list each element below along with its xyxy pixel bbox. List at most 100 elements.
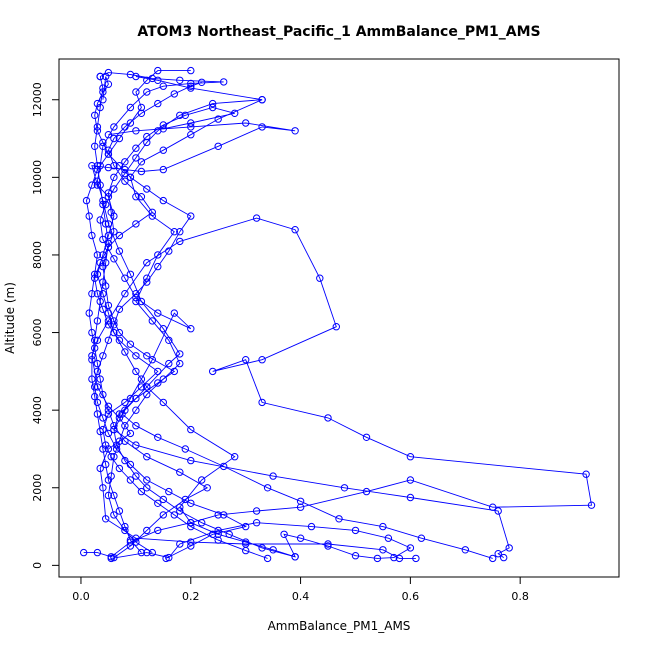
data-point bbox=[93, 123, 102, 131]
data-point bbox=[96, 297, 104, 306]
data-point bbox=[115, 410, 124, 418]
data-point bbox=[132, 352, 140, 360]
data-point bbox=[115, 437, 124, 445]
data-point bbox=[373, 554, 382, 563]
data-point bbox=[93, 336, 102, 344]
data-point bbox=[126, 103, 135, 112]
data-point bbox=[582, 470, 590, 478]
data-point bbox=[291, 226, 299, 234]
x-tick-label: 0.6 bbox=[402, 590, 420, 603]
data-point bbox=[143, 526, 151, 535]
data-point bbox=[102, 72, 110, 81]
data-point bbox=[176, 237, 184, 246]
data-point bbox=[137, 109, 146, 118]
data-point bbox=[214, 526, 222, 535]
data-point bbox=[154, 526, 162, 535]
data-point bbox=[181, 495, 190, 504]
data-point bbox=[118, 410, 126, 418]
series-7 bbox=[91, 78, 272, 563]
data-point bbox=[132, 127, 140, 135]
data-point bbox=[99, 290, 107, 298]
data-point bbox=[91, 336, 99, 344]
data-point bbox=[587, 501, 596, 509]
data-point bbox=[187, 522, 195, 531]
data-point bbox=[143, 259, 151, 267]
data-point bbox=[121, 177, 129, 185]
data-point bbox=[107, 208, 115, 217]
data-point bbox=[406, 493, 415, 502]
chart-title: ATOM3 Northeast_Pacific_1 AmmBalance_PM1… bbox=[137, 24, 540, 40]
data-point bbox=[214, 530, 222, 538]
data-point bbox=[159, 146, 168, 154]
data-point bbox=[198, 476, 206, 484]
data-point bbox=[104, 301, 113, 310]
data-point bbox=[242, 356, 250, 364]
data-point bbox=[99, 484, 107, 492]
data-point bbox=[110, 123, 118, 131]
data-point bbox=[170, 228, 179, 236]
data-point bbox=[121, 123, 129, 131]
data-point bbox=[91, 142, 99, 151]
data-point bbox=[99, 138, 107, 147]
data-point bbox=[110, 228, 118, 236]
data-point bbox=[489, 554, 497, 563]
data-point bbox=[85, 309, 93, 317]
data-point bbox=[340, 484, 349, 492]
data-point bbox=[406, 453, 415, 461]
data-point bbox=[93, 251, 102, 259]
data-point bbox=[258, 398, 266, 407]
data-point bbox=[115, 336, 124, 344]
data-point bbox=[132, 367, 140, 376]
data-point bbox=[181, 445, 190, 453]
data-point bbox=[137, 487, 146, 496]
data-point bbox=[96, 427, 104, 436]
data-point bbox=[104, 406, 113, 414]
data-point bbox=[88, 356, 96, 364]
data-point bbox=[115, 231, 124, 240]
data-point bbox=[324, 540, 332, 548]
data-point bbox=[104, 189, 113, 197]
data-point bbox=[126, 270, 135, 278]
data-point bbox=[362, 433, 371, 441]
data-point bbox=[110, 134, 118, 143]
data-point bbox=[379, 522, 387, 531]
data-point bbox=[242, 522, 250, 531]
data-point bbox=[85, 212, 93, 220]
data-point bbox=[104, 220, 113, 228]
data-point bbox=[121, 169, 129, 178]
data-point bbox=[494, 507, 502, 515]
x-tick-label: 0.4 bbox=[292, 590, 310, 603]
data-point bbox=[220, 462, 228, 471]
data-point bbox=[96, 181, 104, 189]
data-point bbox=[99, 305, 107, 313]
x-tick-label: 0.0 bbox=[72, 590, 90, 603]
data-point bbox=[96, 103, 104, 112]
data-point bbox=[132, 72, 140, 81]
data-point bbox=[143, 185, 151, 193]
data-point bbox=[148, 317, 157, 325]
series-line bbox=[107, 99, 263, 553]
data-point bbox=[412, 554, 420, 563]
data-point bbox=[91, 274, 99, 282]
data-point bbox=[187, 519, 195, 527]
data-point bbox=[324, 414, 332, 422]
y-tick-label: 12000 bbox=[31, 82, 44, 117]
data-point bbox=[209, 99, 217, 108]
data-point bbox=[187, 542, 195, 550]
data-point bbox=[214, 511, 222, 519]
data-point bbox=[162, 554, 170, 563]
data-point bbox=[121, 437, 129, 445]
data-point bbox=[500, 553, 508, 562]
data-point bbox=[104, 336, 113, 344]
data-point bbox=[269, 472, 277, 480]
data-point bbox=[159, 121, 168, 129]
data-point bbox=[121, 398, 129, 407]
data-point bbox=[121, 456, 129, 465]
data-point bbox=[88, 375, 96, 383]
data-point bbox=[93, 317, 102, 325]
data-point bbox=[91, 383, 99, 391]
y-axis: 0 2000 4000 6000 8000 10000 12000 bbox=[31, 82, 60, 569]
y-tick-label: 0 bbox=[31, 562, 44, 569]
data-point bbox=[461, 546, 469, 554]
